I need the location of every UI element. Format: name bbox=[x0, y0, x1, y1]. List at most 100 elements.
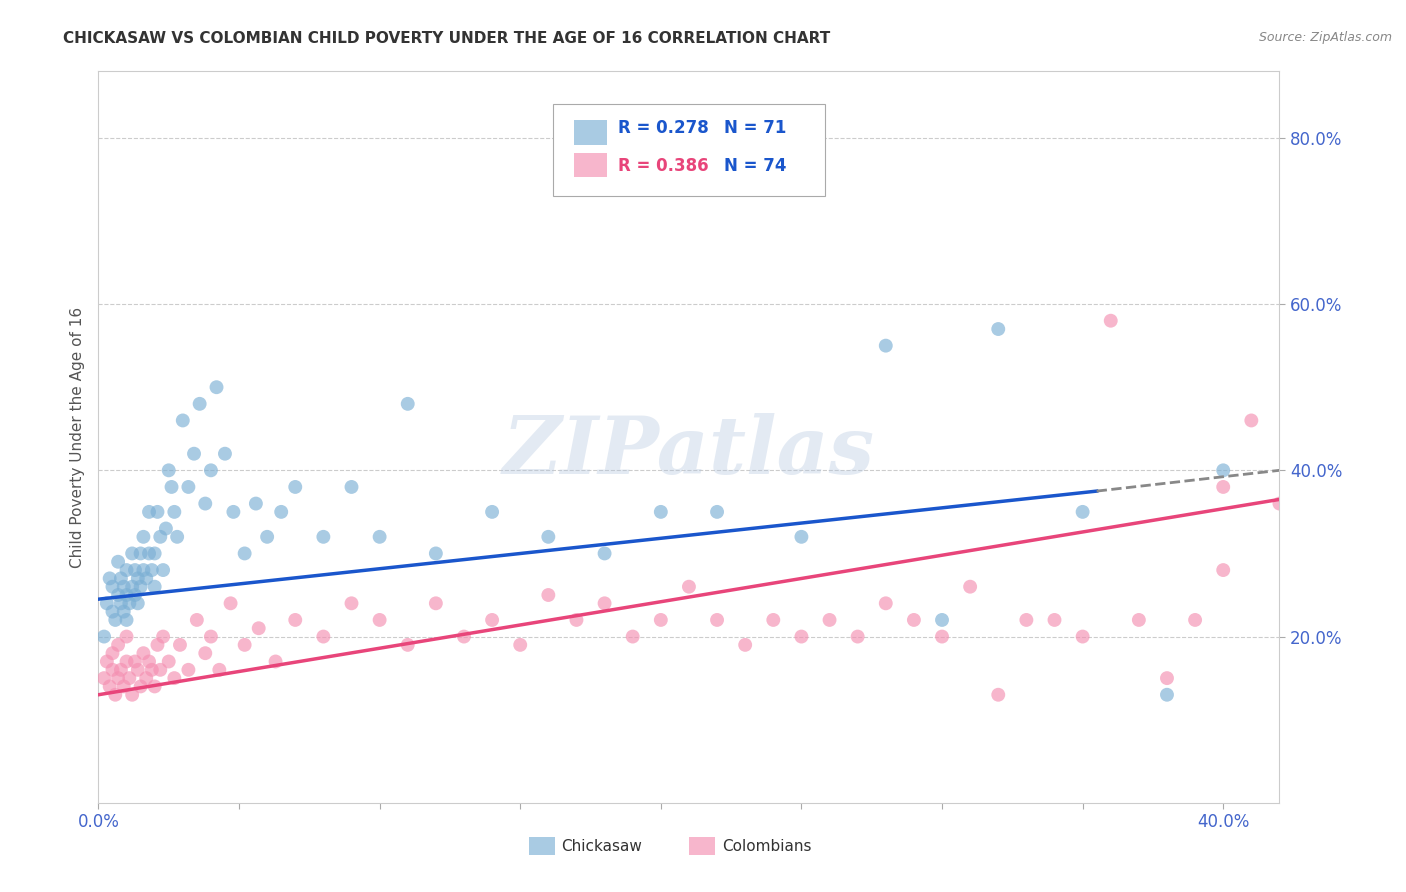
Point bbox=[157, 655, 180, 669]
Point bbox=[132, 530, 155, 544]
Point bbox=[98, 571, 121, 585]
Point bbox=[138, 546, 160, 560]
Point bbox=[169, 638, 191, 652]
Point bbox=[790, 630, 813, 644]
Point bbox=[118, 671, 141, 685]
Point bbox=[1184, 613, 1206, 627]
Point bbox=[129, 680, 152, 694]
Point bbox=[177, 663, 200, 677]
Point bbox=[121, 546, 143, 560]
Point bbox=[396, 397, 419, 411]
Point bbox=[706, 613, 728, 627]
Point bbox=[141, 563, 163, 577]
Point bbox=[987, 322, 1010, 336]
Point bbox=[222, 505, 245, 519]
Point bbox=[1156, 671, 1178, 685]
Point bbox=[101, 663, 124, 677]
Point bbox=[110, 663, 132, 677]
Point bbox=[143, 680, 166, 694]
Point bbox=[152, 563, 174, 577]
Point bbox=[115, 630, 138, 644]
Point bbox=[846, 630, 869, 644]
Point bbox=[112, 605, 135, 619]
Point bbox=[565, 613, 588, 627]
FancyBboxPatch shape bbox=[553, 104, 825, 195]
Point bbox=[172, 413, 194, 427]
Point bbox=[163, 505, 186, 519]
Point bbox=[186, 613, 208, 627]
Point bbox=[593, 596, 616, 610]
Text: ZIPatlas: ZIPatlas bbox=[503, 413, 875, 491]
Point bbox=[115, 613, 138, 627]
Point bbox=[96, 655, 118, 669]
Point bbox=[124, 563, 146, 577]
Point bbox=[132, 646, 155, 660]
Point bbox=[121, 580, 143, 594]
Point bbox=[107, 671, 129, 685]
Point bbox=[931, 630, 953, 644]
Point bbox=[104, 688, 127, 702]
Y-axis label: Child Poverty Under the Age of 16: Child Poverty Under the Age of 16 bbox=[69, 307, 84, 567]
Point bbox=[284, 613, 307, 627]
Point bbox=[256, 530, 278, 544]
Point bbox=[101, 580, 124, 594]
Text: N = 71: N = 71 bbox=[724, 120, 787, 137]
Point bbox=[453, 630, 475, 644]
Point bbox=[219, 596, 242, 610]
Point bbox=[132, 563, 155, 577]
Point bbox=[194, 497, 217, 511]
Point bbox=[537, 588, 560, 602]
Point bbox=[166, 530, 188, 544]
Point bbox=[121, 688, 143, 702]
Point bbox=[118, 596, 141, 610]
Point bbox=[214, 447, 236, 461]
Point bbox=[734, 638, 756, 652]
Point bbox=[678, 580, 700, 594]
Point bbox=[481, 505, 503, 519]
Point bbox=[110, 571, 132, 585]
Point bbox=[1043, 613, 1066, 627]
Point bbox=[245, 497, 267, 511]
Point bbox=[762, 613, 785, 627]
Text: R = 0.386: R = 0.386 bbox=[619, 157, 709, 175]
Point bbox=[149, 530, 172, 544]
Point bbox=[1128, 613, 1150, 627]
Point bbox=[143, 580, 166, 594]
Point bbox=[875, 338, 897, 352]
Point bbox=[247, 621, 270, 635]
Point bbox=[138, 505, 160, 519]
Point bbox=[135, 571, 157, 585]
Bar bbox=[530, 838, 555, 855]
Point bbox=[124, 588, 146, 602]
Point bbox=[987, 688, 1010, 702]
Point bbox=[177, 480, 200, 494]
Point bbox=[200, 630, 222, 644]
Point bbox=[135, 671, 157, 685]
Point bbox=[107, 555, 129, 569]
Point bbox=[138, 655, 160, 669]
Point bbox=[149, 663, 172, 677]
Point bbox=[425, 596, 447, 610]
Point bbox=[183, 447, 205, 461]
Point bbox=[650, 613, 672, 627]
Point bbox=[1212, 463, 1234, 477]
Point bbox=[143, 546, 166, 560]
Point bbox=[396, 638, 419, 652]
Point bbox=[110, 596, 132, 610]
Point bbox=[509, 638, 531, 652]
Point bbox=[1099, 314, 1122, 328]
Point bbox=[931, 613, 953, 627]
Point bbox=[112, 680, 135, 694]
Point bbox=[233, 546, 256, 560]
Point bbox=[593, 546, 616, 560]
Point bbox=[160, 480, 183, 494]
Point bbox=[101, 605, 124, 619]
Point bbox=[107, 588, 129, 602]
Point bbox=[312, 630, 335, 644]
Point bbox=[163, 671, 186, 685]
Text: Source: ZipAtlas.com: Source: ZipAtlas.com bbox=[1258, 31, 1392, 45]
Point bbox=[875, 596, 897, 610]
Point bbox=[1240, 413, 1263, 427]
Point bbox=[1071, 630, 1094, 644]
Point bbox=[124, 655, 146, 669]
